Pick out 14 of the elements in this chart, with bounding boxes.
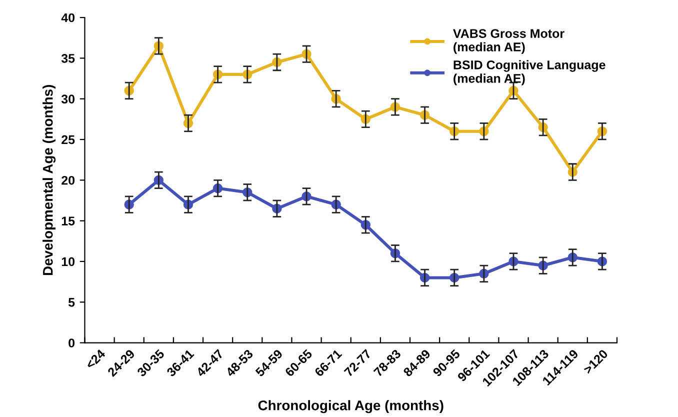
y-tick-label: 10 — [62, 257, 75, 266]
y-tick-label: 25 — [62, 135, 75, 144]
y-tick-label: 0 — [68, 338, 75, 348]
y-tick-label: 20 — [62, 176, 75, 185]
y-axis-title: Developmental Age (months) — [42, 85, 56, 276]
y-tick-label: 5 — [68, 298, 75, 307]
y-tick-label: 40 — [61, 13, 75, 22]
y-tick-label: 15 — [62, 216, 75, 226]
x-tick-label: <24 — [85, 348, 106, 370]
legend-label: BSID Cognitive Language (median AE) — [454, 60, 606, 86]
x-axis-title: Chronological Age (months) — [258, 400, 444, 414]
y-tick-label: 30 — [61, 94, 75, 104]
y-tick-label: 35 — [61, 54, 75, 63]
legend-label: VABS Gross Motor (median AE) — [453, 29, 564, 54]
